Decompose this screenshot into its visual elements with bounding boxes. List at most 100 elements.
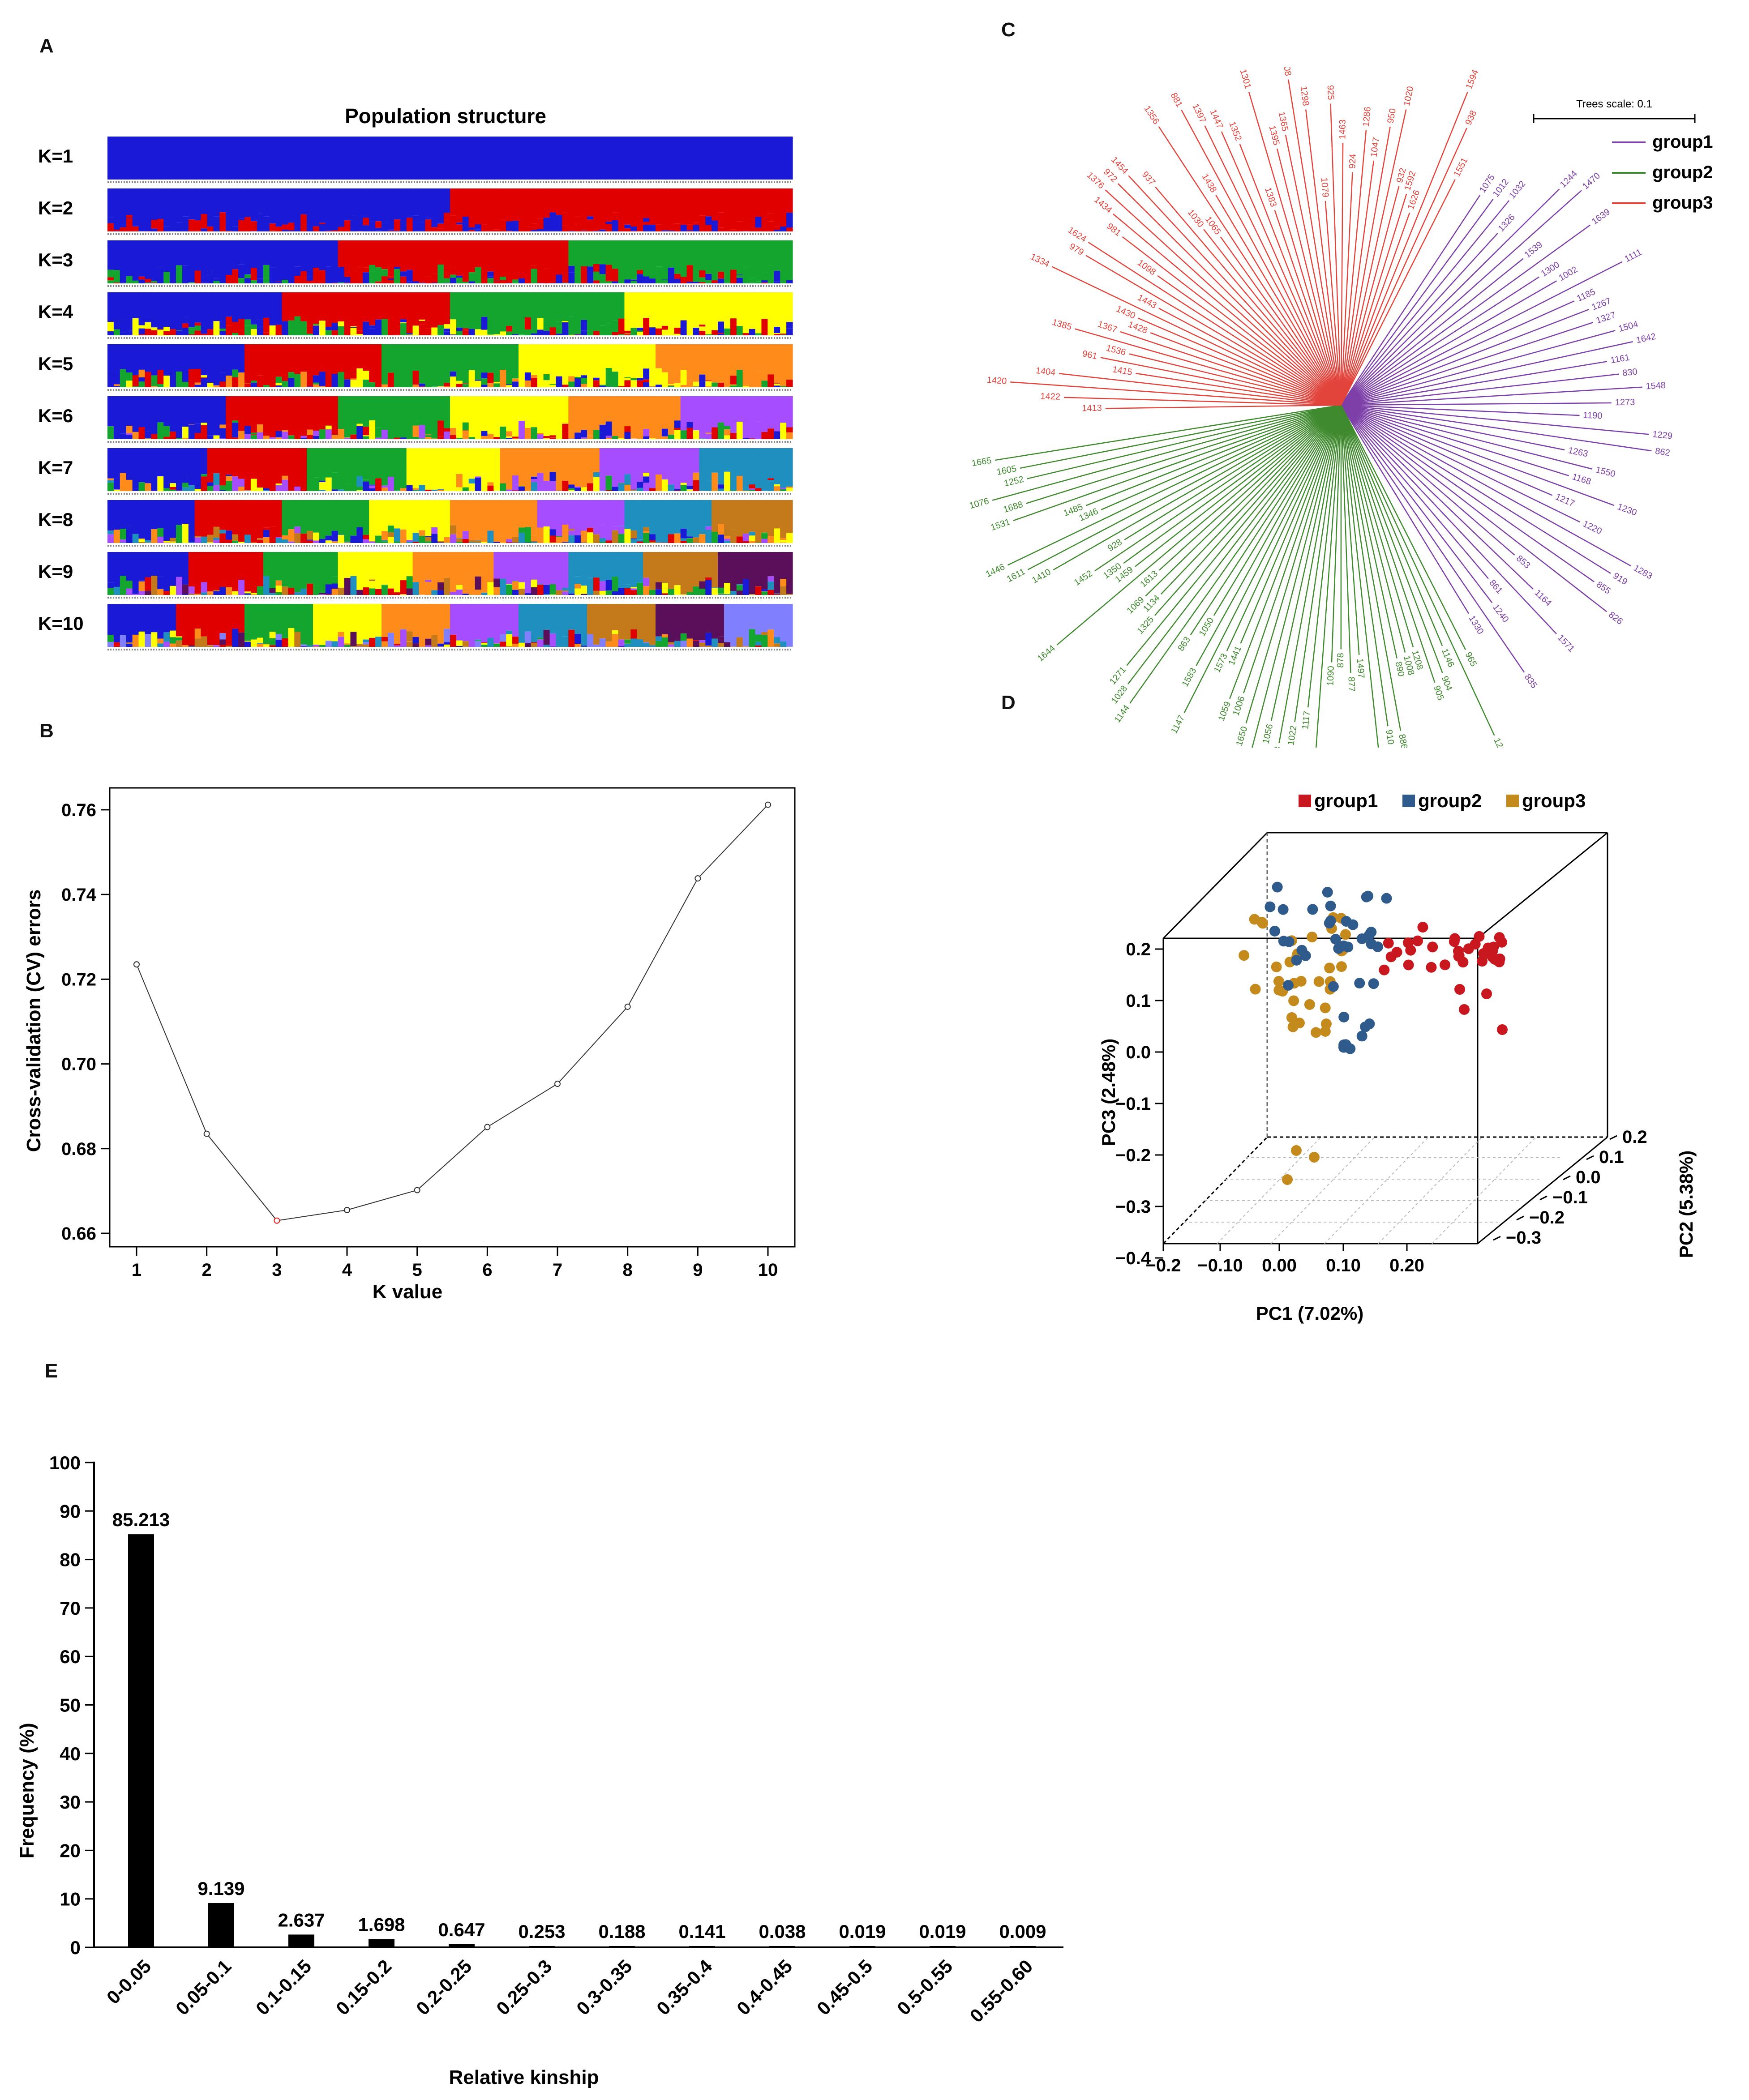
structure-segment [612,630,619,634]
structure-segment [412,436,420,439]
tree-leaf-label: 1263 [1567,445,1589,459]
structure-segment [624,500,631,529]
structure-segment [363,292,369,322]
structure-segment [624,584,631,588]
structure-segment [188,485,195,491]
structure-segment [742,421,750,438]
structure-segment [456,224,463,231]
structure-segment [263,604,270,644]
structure-segment [282,479,288,491]
structure-segment [487,240,494,272]
structure-segment [412,188,420,216]
structure-segment [786,380,793,387]
structure-segment [568,484,575,488]
structure-segment [350,483,357,491]
structure-segment [780,586,787,595]
structure-segment [786,188,793,213]
structure-segment [300,292,307,321]
structure-segment [350,632,357,645]
pca-point-group3 [1286,1012,1297,1023]
structure-segment [599,526,606,538]
structure-segment [718,535,724,543]
structure-segment [493,240,500,281]
structure-segment [487,482,494,486]
structure-segment [213,591,220,595]
pca-y-tick-label: 0.0 [1126,1043,1151,1062]
structure-segment [412,281,420,283]
structure-segment [493,188,500,230]
structure-segment [730,385,737,387]
structure-segment [138,604,146,632]
structure-segment [774,431,780,439]
structure-segment [581,594,587,595]
structure-segment [188,282,195,283]
structure-segment [500,369,506,387]
structure-segment [344,448,351,484]
structure-segment [151,386,158,387]
structure-segment [126,334,133,335]
structure-segment [356,396,363,424]
structure-segment [680,240,687,277]
structure-segment [120,576,127,595]
structure-segment [761,282,768,283]
structure-segment [599,137,606,180]
structure-segment [419,188,425,222]
structure-segment [730,240,737,270]
structure-segment [749,227,756,231]
structure-segment [207,645,214,647]
structure-segment [182,230,189,231]
structure-segment [456,542,463,543]
pca-point-group1 [1426,962,1437,973]
structure-segment [481,240,488,271]
structure-segment [325,425,332,430]
structure-segment [107,240,114,270]
structure-segment [630,279,637,281]
structure-segment [163,376,170,387]
structure-segment [574,292,581,334]
structure-segment [188,645,195,646]
structure-segment [531,448,538,477]
structure-segment [742,541,750,543]
structure-segment [786,448,793,487]
structure-segment [387,604,394,633]
structure-segment [774,396,780,427]
structure-segment [387,372,394,387]
tree-branch [1154,405,1342,616]
structure-segment [512,552,519,581]
pca-z-tick [1493,1236,1501,1241]
structure-segment [581,375,587,378]
structure-segment [767,328,774,335]
kinship-bar [1010,1946,1036,1947]
structure-segment [668,267,675,283]
structure-segment [182,500,189,524]
structure-segment [194,292,201,323]
structure-segment [649,448,656,488]
tree-branch [1340,127,1391,406]
structure-segment [126,604,133,643]
structure-segment [724,642,731,647]
structure-segment [643,643,650,647]
structure-segment [419,319,425,321]
structure-segment [126,426,133,433]
pca-point-group2 [1364,1018,1375,1030]
structure-segment [562,588,569,591]
structure-segment [344,645,351,647]
structure-segment [549,188,557,213]
structure-segment [718,448,724,484]
structure-segment [637,240,643,270]
pca-legend-marker-group2 [1402,795,1415,807]
structure-segment [593,644,600,647]
structure-segment [786,488,793,491]
structure-segment [468,429,476,437]
structure-segment [344,438,351,439]
structure-segment [506,385,513,387]
structure-segment [431,227,438,231]
structure-segment [375,267,382,282]
structure-segment [444,428,450,432]
structure-segment [170,380,176,387]
structure-segment [182,344,189,382]
structure-segment [437,489,444,490]
structure-segment [207,137,214,180]
structure-segment [581,240,587,266]
structure-segment [294,632,301,634]
